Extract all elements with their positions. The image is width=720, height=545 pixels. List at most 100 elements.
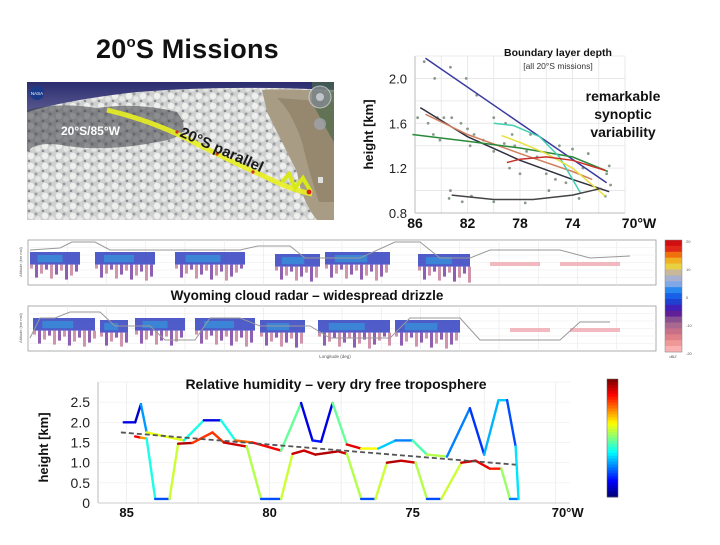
flight-altitude-line [29,311,610,341]
drizzle-streak [55,264,58,275]
data-point [416,116,420,120]
segment-flight-track-2 [311,439,323,443]
segment-flight-track-2 [345,443,363,450]
segment-flight-track-2 [279,401,303,452]
fit-line-mission-1 [425,57,608,184]
drizzle-streak [60,264,63,271]
data-point [433,77,437,80]
drizzle-streak [215,330,218,345]
drizzle-streak [215,264,218,276]
drizzle-streak [220,264,223,272]
segment-flight-track-1 [500,467,512,501]
radar-colorbar-cell [665,346,682,353]
drizzle-streak [340,264,343,270]
data-point [571,147,574,151]
rh-colorbar-cell [607,396,618,401]
segment-flight-track-1 [145,437,157,501]
data-point [426,121,430,125]
drizzle-streak [185,264,188,274]
data-point [502,142,506,145]
drizzle-streak [400,332,403,346]
x-tick-label: 75 [405,505,419,520]
drizzle-streak [235,264,238,273]
annotation-text: variability [590,124,656,140]
sky-region [27,82,334,112]
drizzle-streak [160,330,163,341]
drizzle-streak [330,264,333,278]
satellite-image: NASA 20°S/85°W 20°S parallel [27,82,334,220]
rh-colorbar-cell [607,423,618,427]
drizzle-streak [433,266,436,272]
y-tick-label: 1.2 [389,161,407,176]
drizzle-streak [443,266,446,277]
zoom-slider-handle[interactable] [318,177,323,183]
boundary-layer-chart: 86 82 78 74 70°W 0.8 1.2 1.6 2.0 height [km] Bound… [360,38,720,231]
segment-flight-track-2 [425,453,449,458]
segment-flight-track-1 [191,431,214,445]
start-point-label: 20°S/85°W [61,124,121,138]
drizzle-streak [68,330,71,346]
data-point [492,200,496,204]
x-tick-label: 82 [460,215,476,230]
segment-flight-track-1 [168,442,180,501]
drizzle-streak [83,330,86,347]
drizzle-streak [65,264,68,280]
segment-flight-track-1 [222,441,248,448]
drizzle-streak [220,330,223,341]
drizzle-streak [140,264,143,272]
drizzle-streak [180,330,183,338]
drizzle-streak [53,330,56,345]
drizzle-streak [125,332,128,343]
rh-colorbar-cell [607,470,618,474]
data-point [605,172,609,176]
drizzle-streak [445,332,448,349]
rh-colorbar-cell [607,443,618,448]
rh-colorbar-cell [607,473,618,477]
y-tick-label: 0.8 [389,206,407,221]
drizzle-streak [70,264,73,276]
drizzle-streak [418,266,421,271]
data-point [508,166,511,170]
drizzle-streak [150,264,153,277]
rh-colorbar-cell [607,446,618,451]
radar-colorbar-cell [665,293,682,300]
segment-flight-track-1 [291,449,306,455]
drizzle-streak [365,264,368,276]
drizzle-streak [150,330,153,336]
rh-colorbar-cell [607,452,618,457]
radar-colorbar-cell [665,251,682,258]
drizzle-streak [410,332,413,338]
caption-background [188,286,426,304]
radar-colorbar-tick: -10 [686,323,693,328]
drizzle-streak [88,330,91,343]
drizzle-streak [45,264,48,270]
segment-flight-track-1 [211,431,226,444]
drizzle-streak [453,266,456,282]
data-point [442,116,446,120]
drizzle-streak [310,266,313,282]
x-tick-label: 86 [407,215,423,230]
radar-colorbar-cell [665,281,682,288]
data-point [472,133,476,136]
drizzle-streak [280,332,283,347]
radar-echo-core [404,323,438,331]
radar-echo-core [37,255,63,263]
drizzle-streak [290,332,293,339]
drizzle-streak [210,330,213,336]
drizzle-streak [240,264,243,269]
radar-colorbar-cell [665,287,682,294]
drizzle-streak [110,332,113,342]
drizzle-streak [275,332,278,338]
drizzle-streak [175,330,178,342]
drizzle-streak [368,332,371,349]
rh-colorbar-cell [607,440,618,445]
rh-colorbar-cell [607,390,618,395]
drizzle-streak [195,330,198,335]
radar-echo-core [104,255,134,263]
data-point [459,121,463,125]
segment-flight-track-2 [299,401,314,442]
drizzle-streak [423,266,426,280]
drizzle-streak [355,264,358,271]
globe-navigation-control[interactable] [308,85,332,183]
data-point [547,189,551,192]
